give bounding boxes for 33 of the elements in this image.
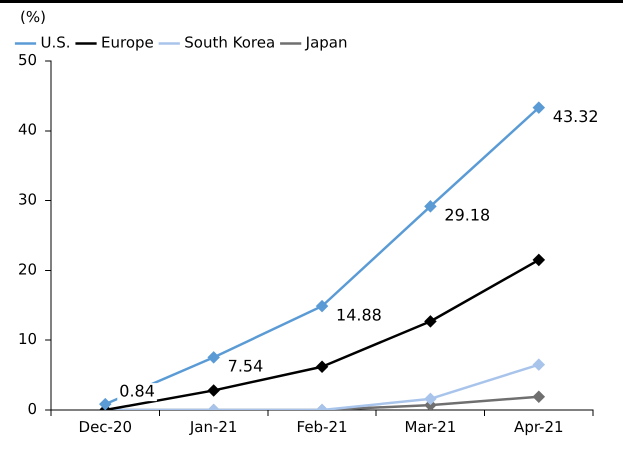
point <box>316 300 328 312</box>
y-tick-label: 30 <box>18 190 38 208</box>
legend-label: Europe <box>101 33 154 52</box>
data-label: 29.18 <box>444 205 490 224</box>
point <box>424 200 436 212</box>
point <box>424 316 436 328</box>
legend-label: South Korea <box>184 33 276 52</box>
point <box>316 360 328 372</box>
x-tick-label: Jan-21 <box>188 418 238 436</box>
y-tick-label: 20 <box>18 260 38 278</box>
y-tick-label: 0 <box>28 400 38 418</box>
point <box>533 390 545 402</box>
point <box>208 384 220 396</box>
point <box>100 398 112 410</box>
y-tick-label: 40 <box>18 120 38 139</box>
point <box>533 254 545 266</box>
y-tick-label: 50 <box>18 50 38 69</box>
data-label: 43.32 <box>552 106 599 126</box>
y-tick-label: 10 <box>18 330 38 348</box>
y-axis-title: (%) <box>20 8 46 26</box>
legend-label: U.S. <box>40 33 71 52</box>
data-label: 0.84 <box>119 381 155 400</box>
data-label: 7.54 <box>228 356 264 376</box>
legend-label: Japan <box>304 33 348 52</box>
point <box>424 393 436 405</box>
point <box>533 102 545 114</box>
x-tick-label: Mar-21 <box>404 418 456 436</box>
x-tick-label: Dec-20 <box>78 418 132 436</box>
x-tick-label: Feb-21 <box>296 418 348 436</box>
x-tick-label: Apr-21 <box>514 418 564 436</box>
point <box>533 358 545 370</box>
point <box>208 352 220 364</box>
data-label: 14.88 <box>336 305 382 324</box>
